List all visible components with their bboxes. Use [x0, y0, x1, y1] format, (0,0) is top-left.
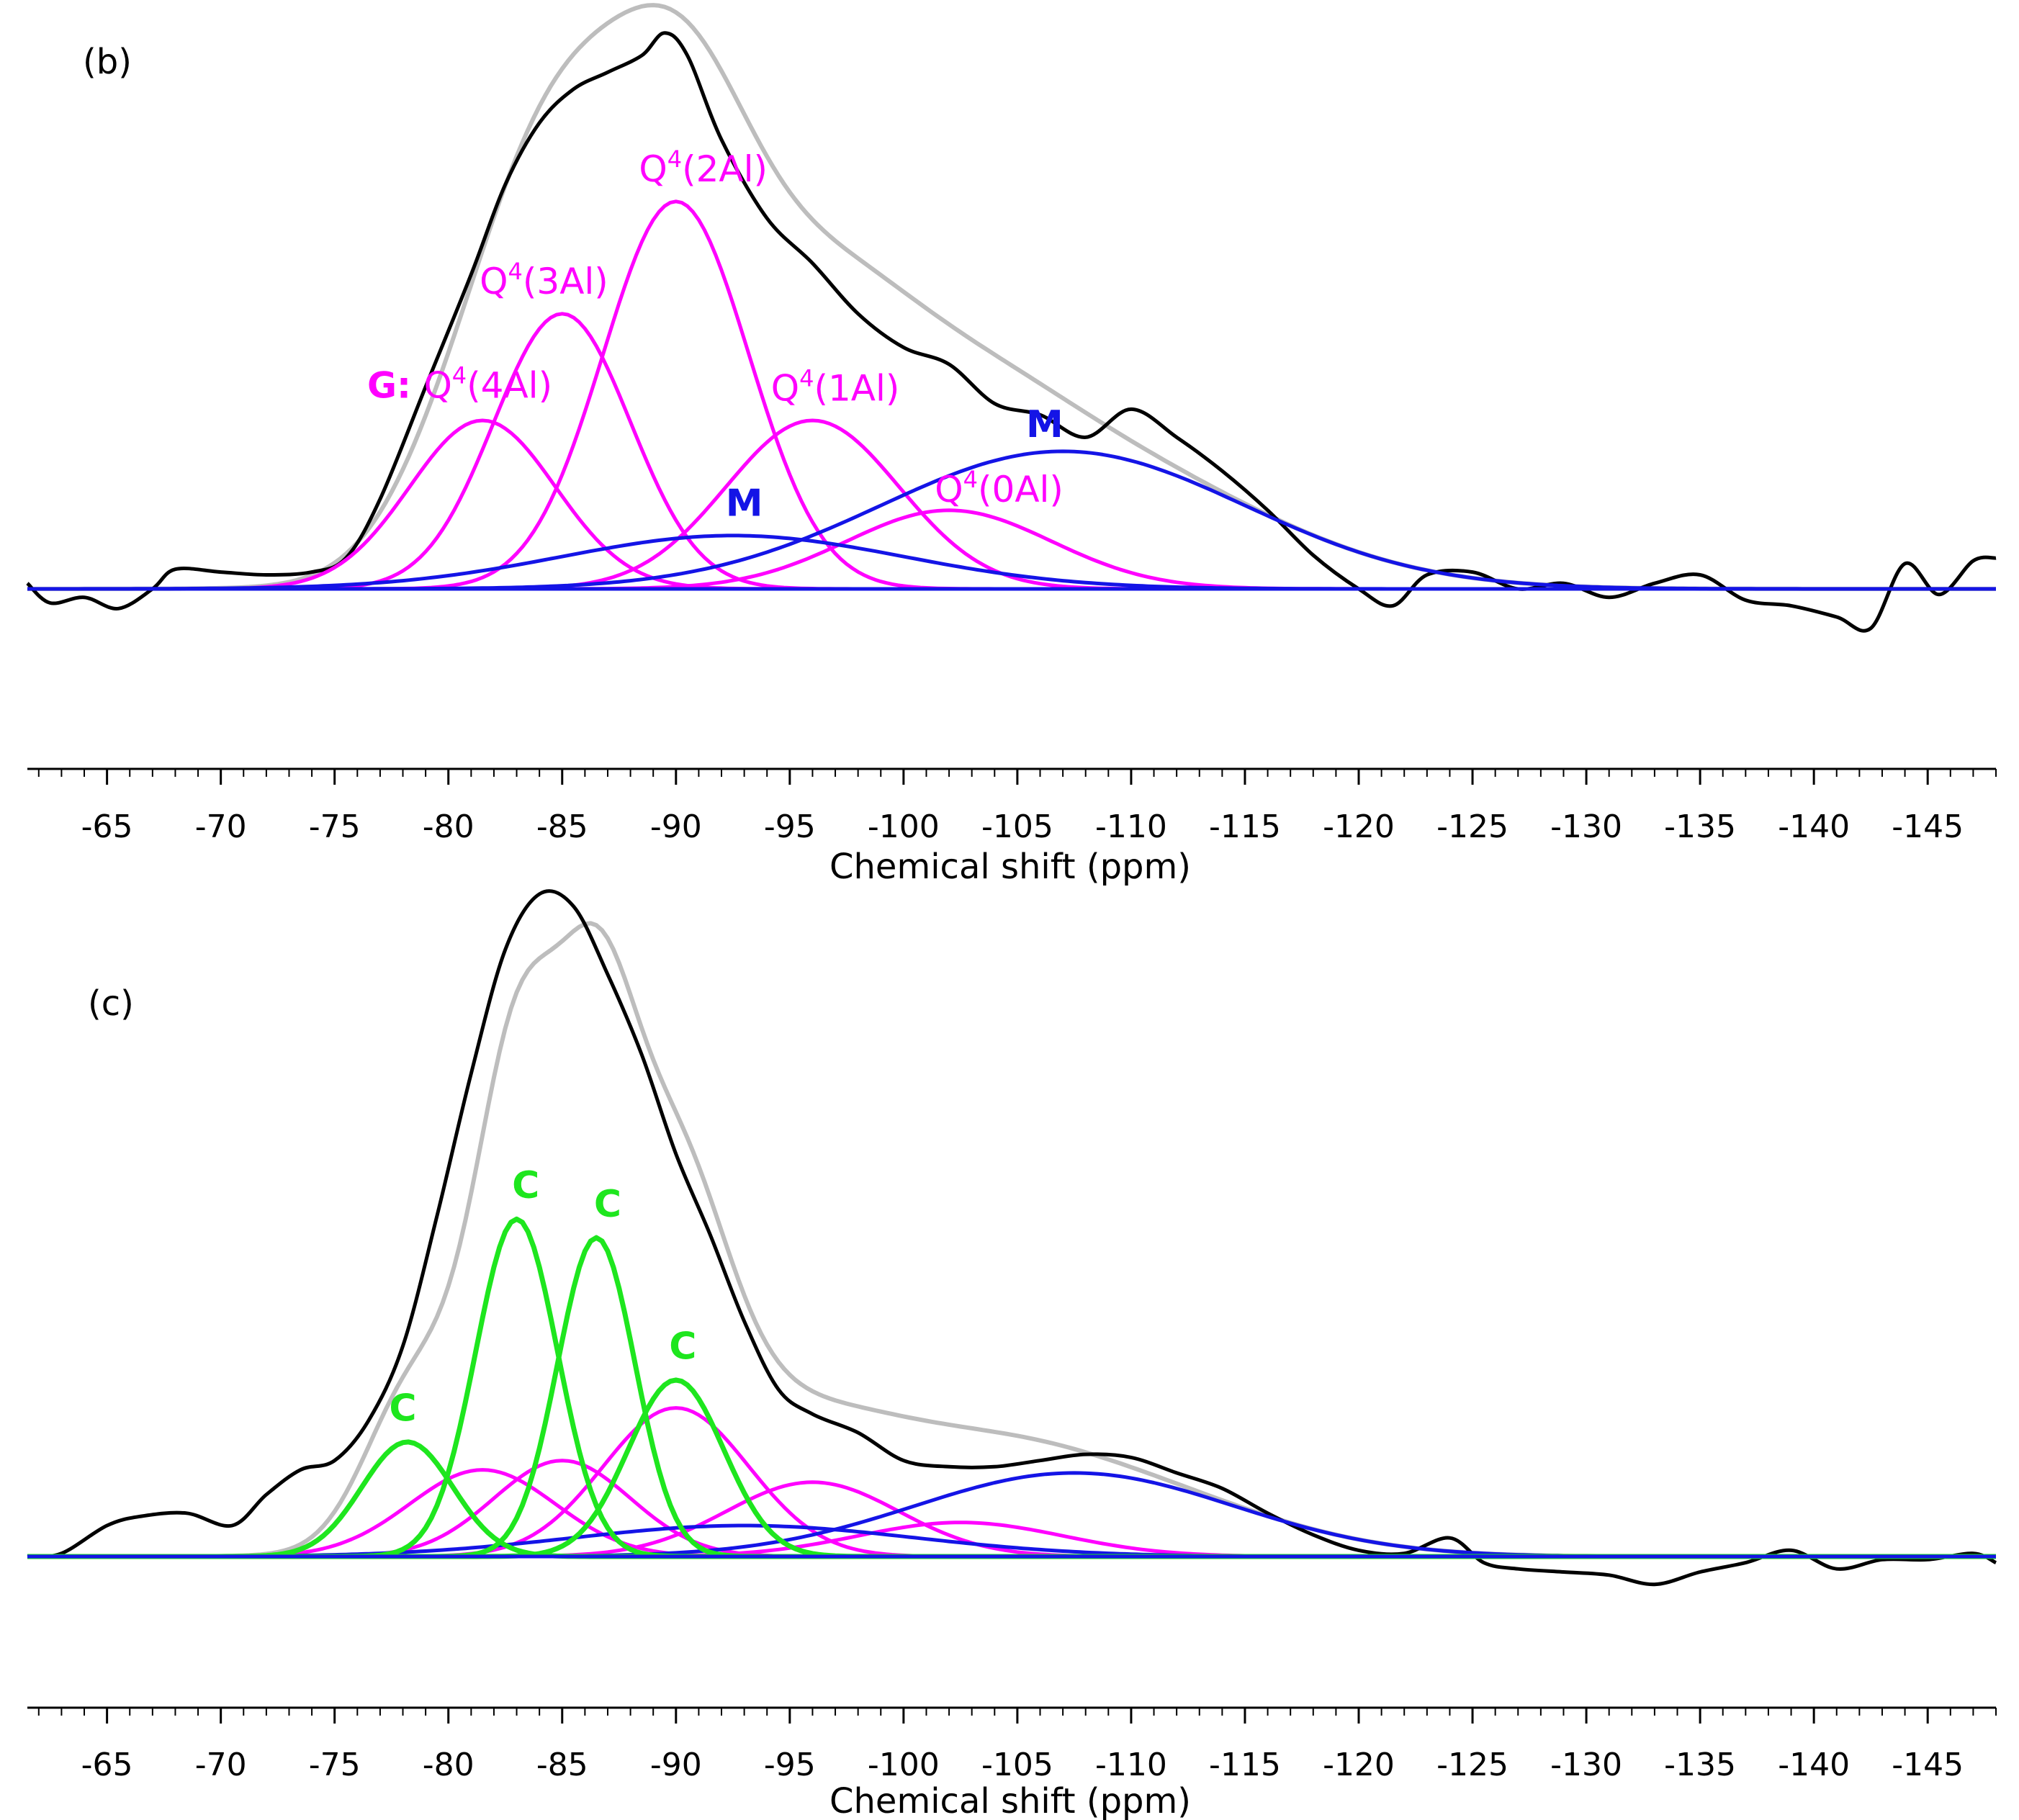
x-tick-label: -75 — [309, 808, 361, 845]
x-tick-label: -110 — [1095, 808, 1167, 845]
panel-label: (c) — [88, 983, 134, 1024]
x-tick-label: -95 — [764, 808, 816, 845]
x-tick-label: -90 — [650, 808, 702, 845]
x-tick-label: -70 — [195, 808, 247, 845]
x-tick-label: -85 — [536, 1747, 588, 1783]
x-tick-label: -100 — [868, 808, 940, 845]
annotation-q4_0al: Q4(0Al) — [935, 466, 1064, 510]
x-tick-label: -80 — [423, 808, 475, 845]
x-tick-label: -105 — [981, 1747, 1053, 1783]
x-tick-label: -95 — [764, 1747, 816, 1783]
panel-b: (b) Chemical shift (ppm) -65 -70 -75 -80 -85… — [26, 3, 1997, 887]
annotation-c3: C — [594, 1183, 621, 1226]
x-tick-label: -115 — [1209, 808, 1281, 845]
x-tick-label: -90 — [650, 1747, 702, 1783]
x-tick-label: -65 — [81, 1747, 133, 1783]
x-tick-label: -75 — [309, 1747, 361, 1783]
x-tick-label: -135 — [1664, 1747, 1736, 1783]
annotation-c2: C — [512, 1164, 539, 1207]
x-tick-label: -125 — [1436, 808, 1508, 845]
annotation-q4_3al: Q4(3Al) — [480, 258, 608, 302]
x-tick-label: -80 — [423, 1747, 475, 1783]
x-tick-label: -100 — [868, 1747, 940, 1783]
x-tick-label: -145 — [1892, 808, 1964, 845]
experimental-spectrum-line — [26, 31, 1997, 633]
panel-label: (b) — [83, 42, 132, 82]
experimental-spectrum-line — [27, 889, 1997, 1587]
annotation-q4_4al: G: Q4(4Al) — [367, 362, 552, 407]
annotation-m_small: M — [726, 482, 763, 525]
x-tick-label: -135 — [1664, 808, 1736, 845]
x-axis-title: Chemical shift (ppm) — [829, 1781, 1191, 1820]
x-tick-label: -145 — [1892, 1747, 1964, 1783]
x-tick-label: -70 — [195, 1747, 247, 1783]
x-tick-label: -130 — [1550, 1747, 1622, 1783]
x-tick-label: -85 — [536, 808, 588, 845]
x-tick-label: -115 — [1209, 1747, 1281, 1783]
panel-c: (c) Chemical shift (ppm) -65 -70 -75 -80 -85… — [27, 889, 1997, 1820]
x-tick-label: -140 — [1778, 1747, 1850, 1783]
x-tick-label: -125 — [1436, 1747, 1508, 1783]
x-tick-label: -120 — [1323, 1747, 1395, 1783]
annotation-m_large: M — [1026, 403, 1064, 446]
x-tick-label: -120 — [1323, 808, 1395, 845]
x-tick-label: -65 — [81, 808, 133, 845]
x-tick-label: -110 — [1095, 1747, 1167, 1783]
x-tick-label: -105 — [981, 808, 1053, 845]
annotation-c1: C — [389, 1387, 416, 1431]
annotation-c4: C — [669, 1325, 696, 1369]
x-axis-title: Chemical shift (ppm) — [829, 847, 1191, 887]
annotation-q4_1al: Q4(1Al) — [771, 364, 900, 409]
x-tick-label: -140 — [1778, 808, 1850, 845]
x-tick-label: -130 — [1550, 808, 1622, 845]
annotation-q4_2al: Q4(2Al) — [639, 145, 768, 190]
